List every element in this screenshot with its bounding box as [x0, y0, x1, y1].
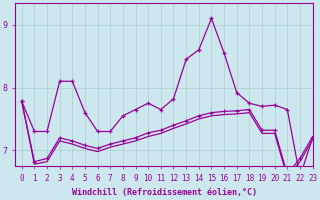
X-axis label: Windchill (Refroidissement éolien,°C): Windchill (Refroidissement éolien,°C)	[71, 188, 257, 197]
